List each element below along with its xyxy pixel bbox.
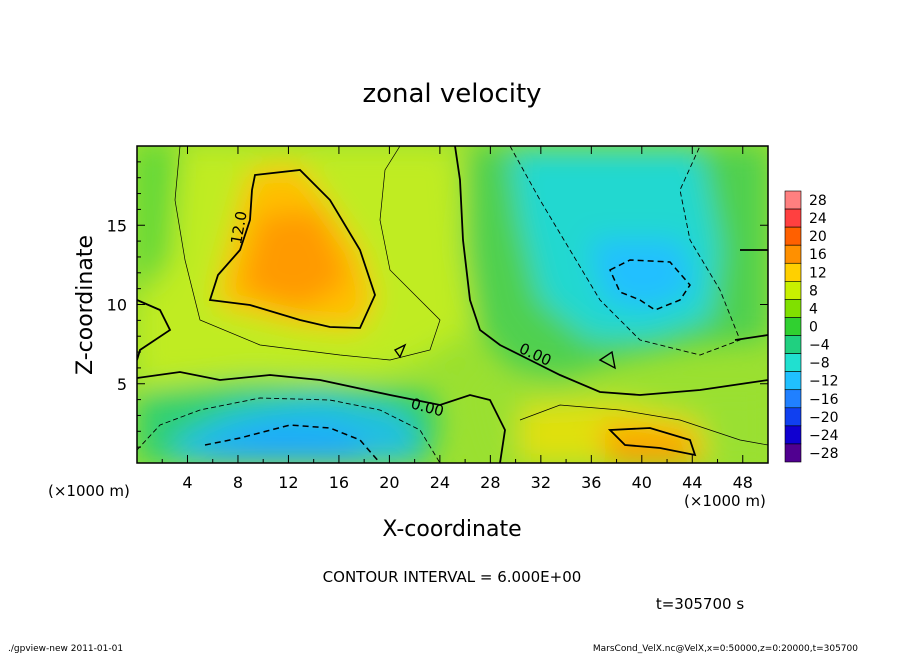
contour-minus12-lower xyxy=(204,424,381,463)
contour-6 xyxy=(174,146,441,361)
x-unit-label-left: (×1000 m) xyxy=(48,482,130,500)
y-tick-label: 10 xyxy=(107,296,127,315)
colorbar-swatch xyxy=(784,371,802,391)
colorbar-label: 4 xyxy=(809,301,818,317)
colorbar-label: −4 xyxy=(809,338,830,354)
colorbar-swatch xyxy=(784,208,802,228)
contour-12 xyxy=(208,169,376,329)
colorbar-swatch xyxy=(784,190,802,210)
time-text: t=305700 s xyxy=(656,595,744,613)
colorbar-label: 24 xyxy=(809,211,827,227)
colorbar-label: −20 xyxy=(809,410,839,426)
colorbar-swatch xyxy=(784,262,802,282)
colorbar-swatch xyxy=(784,244,802,264)
colorbar-swatch xyxy=(784,226,802,246)
contour-zero-c xyxy=(137,299,172,361)
colorbar-label: −28 xyxy=(809,446,839,462)
y-tick-label: 15 xyxy=(107,216,127,235)
contour-minus12-upper xyxy=(609,259,691,311)
x-axis-ticks: 4 8 12 16 20 24 28 32 36 40 44 48 xyxy=(161,146,753,492)
x-axis-label: X-coordinate xyxy=(382,517,521,542)
y-tick-label: 5 xyxy=(117,375,127,394)
colorbar-label: −24 xyxy=(809,428,839,444)
x-tick-label: 16 xyxy=(329,473,349,492)
field-blobs xyxy=(137,146,768,463)
colorbar-label: −12 xyxy=(809,374,839,390)
contour-zero-a xyxy=(454,146,768,396)
colorbar: 28 24 20 16 12 8 4 0 −4 −8 −12 −16 −20 −24 −28 xyxy=(784,190,839,463)
y-axis-label: Z-coordinate xyxy=(73,235,98,375)
colorbar-label: 0 xyxy=(809,320,818,336)
colorbar-label: 12 xyxy=(809,265,827,281)
colorbar-swatch xyxy=(784,443,802,463)
x-tick-label: 44 xyxy=(682,473,702,492)
x-unit-label-right: (×1000 m) xyxy=(684,492,766,510)
contour-minus6-lower xyxy=(137,397,441,463)
colorbar-label: 8 xyxy=(809,283,818,299)
x-tick-label: 12 xyxy=(278,473,298,492)
y-axis-ticks: 5 10 15 xyxy=(107,161,768,448)
colorbar-swatch xyxy=(784,281,802,300)
colorbar-label: 20 xyxy=(809,229,827,245)
colorbar-label: −16 xyxy=(809,392,839,408)
colorbar-label: 28 xyxy=(809,193,827,209)
contour-zero-d xyxy=(734,249,768,341)
contour-zero-islands xyxy=(393,343,616,370)
x-tick-label: 40 xyxy=(632,473,652,492)
contour-6-lower xyxy=(519,404,768,446)
x-tick-label: 8 xyxy=(233,473,243,492)
x-tick-label: 48 xyxy=(733,473,753,492)
colorbar-swatch xyxy=(784,407,802,427)
x-tick-label: 28 xyxy=(480,473,500,492)
colorbar-label: 16 xyxy=(809,247,827,263)
colorbar-swatch xyxy=(784,317,802,336)
contour-12-lower xyxy=(607,427,697,457)
x-tick-label: 4 xyxy=(182,473,192,492)
contour-zero-b xyxy=(137,371,506,463)
footer-left: ./gpview-new 2011-01-01 xyxy=(8,644,123,654)
colorbar-swatch xyxy=(784,353,802,372)
contour-interval-text: CONTOUR INTERVAL = 6.000E+00 xyxy=(323,568,582,586)
x-tick-label: 20 xyxy=(379,473,399,492)
chart-title: zonal velocity xyxy=(362,79,541,109)
colorbar-label: −8 xyxy=(809,356,830,372)
x-tick-label: 24 xyxy=(430,473,450,492)
footer-right: MarsCond_VelX.nc@VelX,x=0:50000,z=0:2000… xyxy=(593,644,858,654)
contour-minus6-upper xyxy=(509,146,741,356)
colorbar-swatch xyxy=(784,299,802,318)
colorbar-swatch xyxy=(784,335,802,354)
x-tick-label: 32 xyxy=(531,473,551,492)
x-tick-label: 36 xyxy=(581,473,601,492)
velocity-field xyxy=(137,146,768,463)
contour-label: 12.0 xyxy=(227,210,251,246)
colorbar-swatch xyxy=(784,389,802,409)
colorbar-swatch xyxy=(784,425,802,445)
contour-lines xyxy=(137,146,768,463)
